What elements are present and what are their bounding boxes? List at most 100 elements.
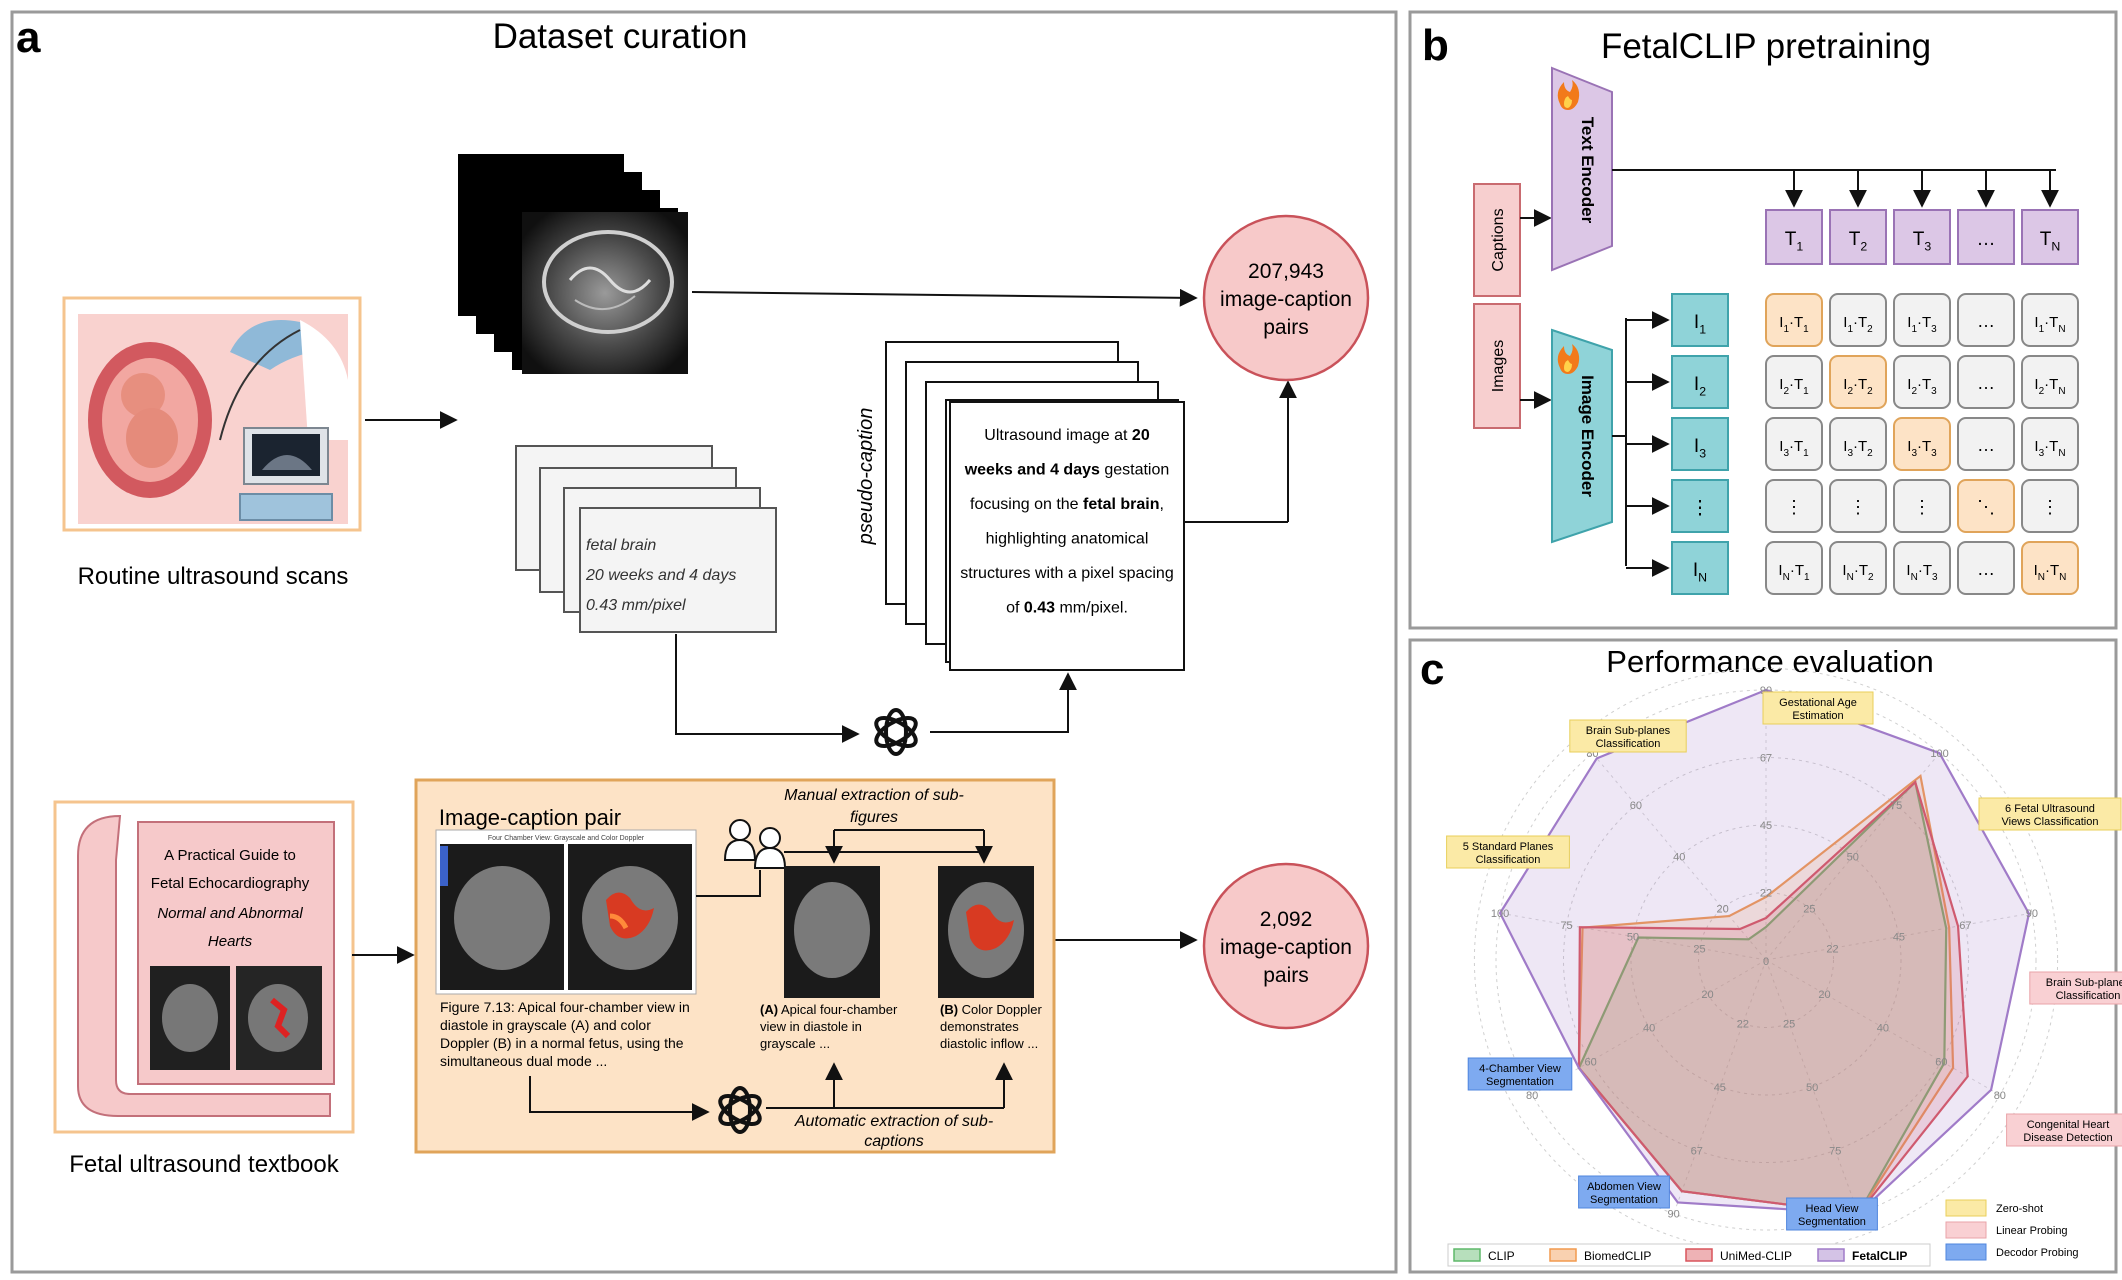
radar-tick-label: 22 [1760,888,1772,900]
radar-spoke [1500,912,1767,961]
series-legend-label: UniMed-CLIP [1720,1249,1792,1263]
radar-tick-label: 40 [1673,852,1685,864]
text-token [1893,209,1951,265]
radar-tick-label: 40 [1643,1023,1655,1035]
textbook-figure-image [435,829,697,995]
radar-axis-label: Estimation [1792,710,1843,722]
ultrasound-image-stack [458,154,688,374]
radar-tick-label: 75 [1890,800,1902,812]
book-line-2: Fetal Echocardiography [151,875,310,892]
radar-axis-badge [1786,1197,1878,1231]
figure-caption-line-4: simultaneous dual mode ... [440,1053,607,1069]
pairs-bottom-count: 2,092 [1260,908,1313,931]
sub-caption-b-line: diastolic inflow ... [940,1036,1038,1051]
radar-axis-badge [2006,1113,2122,1147]
radar-tick-label: 22 [1737,1018,1749,1030]
us-image-header: Four Chamber View: Grayscale and Color D… [488,835,645,842]
similarity-cell [1765,417,1823,471]
radar-tick-label: 20 [1701,989,1713,1001]
radar-series-unimed-clip [1577,780,1969,1215]
metadata-line-2: 20 weeks and 4 days [585,567,736,584]
metadata-line-3: 0.43 mm/pixel [586,597,686,614]
radar-axis-label: Congenital Heart [2027,1119,2110,1131]
similarity-cell [1893,355,1951,409]
task-kind-swatch [1945,1199,1987,1217]
similarity-cell-label: I3·T1 [1779,438,1809,459]
image-token [1671,293,1729,347]
panel-a-title: Dataset curation [493,17,748,56]
radar-tick-label: 45 [1760,820,1772,832]
similarity-cell-label: I2·T1 [1779,376,1809,397]
similarity-cell [1893,417,1951,471]
image-token-label: ⋮ [1691,498,1710,519]
pseudo-caption-line: Ultrasound image at 20 [984,427,1150,444]
radar-axis-badge [2029,971,2122,1005]
radar-axis-badge [1569,719,1687,753]
similarity-cell [1829,293,1887,347]
task-kind-label: Decodor Probing [1996,1247,2079,1259]
radar-tick-label: 25 [1693,943,1705,955]
image-token-label: I1 [1694,312,1706,337]
panel-b-letter: b [1422,21,1449,70]
radar-axis-label: Disease Detection [2023,1132,2112,1144]
radar-tick-label: 80 [1994,1090,2006,1102]
radar-axis-label: 4-Chamber View [1479,1063,1561,1075]
radar-axis-label: Segmentation [1590,1194,1658,1206]
similarity-cell [2021,541,2079,595]
similarity-cell [1829,355,1887,409]
text-token-label: T2 [1849,229,1868,254]
pseudo-caption-line: focusing on the fetal brain, [970,496,1164,513]
radar-tick-label: 22 [1826,943,1838,955]
sub-caption-a: (A) Apical four-chamber view in diastole … [760,1002,898,1051]
similarity-cell [2021,479,2079,533]
image-token-label: I2 [1694,374,1706,399]
similarity-cell-label: ⋱ [1977,497,1995,517]
panel-a-letter: a [16,13,41,62]
radar-tick-label: 20 [1716,903,1728,915]
radar-grid-ring [1698,892,1834,1028]
gpt-logo-icon-2 [716,1086,764,1134]
task-kind-label: Linear Probing [1996,1225,2068,1237]
radar-tick-label: 67 [1760,753,1772,765]
pairs-bottom-line-3: pairs [1263,964,1309,987]
textbook-illustration [53,800,355,1134]
image-token [1671,417,1729,471]
radar-tick-label: 67 [1691,1145,1703,1157]
similarity-cell-label: IN·T1 [1778,562,1810,583]
pseudo-caption-line: structures with a pixel spacing [960,565,1173,582]
similarity-cell-label: I1·TN [2034,314,2065,335]
sub-caption-a-line: view in diastole in [760,1019,862,1034]
series-legend-label: BiomedCLIP [1584,1249,1651,1263]
similarity-cell-label: ⋮ [1849,497,1867,517]
pairs-bottom-circle [1202,862,1370,1030]
radar-tick-label: 80 [1526,1090,1538,1102]
radar-tick-label: 75 [1829,1145,1841,1157]
similarity-cell-label: ⋮ [2041,497,2059,517]
sub-caption-b-line: demonstrates [940,1019,1019,1034]
radar-axis-label: Abdomen View [1587,1181,1661,1193]
radar-tick-label: 90 [1668,1209,1680,1221]
text-token [2021,209,2079,265]
similarity-cell [1957,293,2015,347]
arrow-gpt-to-pseudocaption [930,672,1077,733]
radar-grid-ring [1563,757,1969,1163]
similarity-cell-label: ⋮ [1785,497,1803,517]
radar-axis-label: Classification [1596,738,1661,750]
similarity-cell-label: … [1977,311,1995,331]
radar-axis-label: 5 Standard Planes [1463,841,1554,853]
pairs-top-count: 207,943 [1248,260,1324,283]
image-token [1671,479,1729,533]
encoder-arrows [1612,169,2059,577]
similarity-cell-label: I2·T3 [1907,376,1937,397]
radar-axis-label: Views Classification [2001,816,2098,828]
text-encoder [1551,66,1613,272]
pairs-top-line-2: image-caption [1220,288,1352,311]
similarity-cell-label: IN·T2 [1842,562,1874,583]
pseudo-caption-line: of 0.43 mm/pixel. [1006,600,1128,617]
metadata-card-stack [515,445,777,633]
similarity-cell-label: I3·T3 [1907,438,1937,459]
figure-caption-line-1: Figure 7.13: Apical four-chamber view in [440,999,690,1015]
text-token [1829,209,1887,265]
radar-spoke [1765,912,2032,961]
